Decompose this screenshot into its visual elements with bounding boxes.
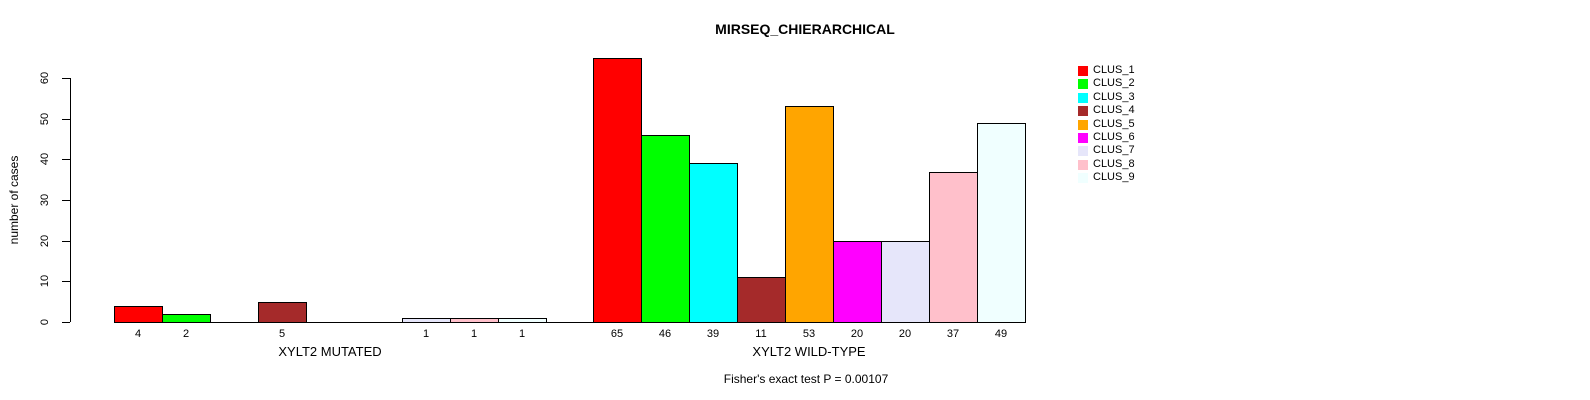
legend-label: CLUS_1	[1093, 64, 1135, 76]
y-axis-tick	[62, 159, 70, 161]
y-axis-tick	[62, 200, 70, 201]
legend-swatch-clus-7	[1078, 146, 1088, 156]
bar-value-label: 20	[898, 328, 912, 340]
bar-xylt2-mutated-clus-2	[162, 314, 211, 323]
y-axis-tick	[62, 322, 70, 323]
bar-value-label: 53	[802, 328, 816, 340]
bar-xylt2-wild-type-clus-5	[785, 106, 834, 323]
y-axis-line	[70, 78, 71, 322]
legend-swatch-clus-5	[1078, 120, 1088, 130]
legend-label: CLUS_8	[1093, 158, 1135, 170]
legend-swatch-clus-6	[1078, 133, 1088, 143]
bar-xylt2-wild-type-clus-9	[977, 123, 1026, 323]
bar-xylt2-wild-type-clus-3	[689, 163, 738, 323]
legend-swatch-clus-1	[1078, 66, 1088, 76]
group-label-xylt2-wild-type: XYLT2 WILD-TYPE	[752, 344, 866, 359]
y-axis-tick-label: 40	[39, 153, 51, 166]
bar-value-label: 5	[278, 328, 286, 340]
bar-value-label: 1	[518, 328, 526, 340]
legend-label: CLUS_3	[1093, 91, 1135, 103]
bar-xylt2-mutated-clus-7	[402, 318, 451, 323]
legend-swatch-clus-4	[1078, 106, 1088, 116]
bar-xylt2-wild-type-clus-8	[929, 172, 978, 323]
bar-xylt2-mutated-clus-8	[450, 318, 499, 323]
legend-swatch-clus-9	[1078, 173, 1088, 183]
bar-xylt2-mutated-clus-4	[258, 302, 307, 323]
legend-swatch-clus-8	[1078, 160, 1088, 170]
y-axis-tick	[62, 118, 70, 120]
bar-xylt2-wild-type-clus-6	[833, 241, 882, 323]
legend-label: CLUS_6	[1093, 131, 1135, 143]
bar-value-label: 4	[134, 328, 142, 340]
bar-value-label: 46	[658, 328, 672, 340]
y-axis-tick	[62, 78, 70, 79]
bar-xylt2-wild-type-clus-7	[881, 241, 930, 323]
y-axis-tick-label: 20	[39, 234, 51, 247]
bar-value-label: 11	[755, 328, 767, 340]
legend-label: CLUS_9	[1093, 171, 1135, 183]
y-axis-tick-label: 0	[39, 318, 51, 326]
y-axis-tick-label: 10	[39, 275, 51, 288]
bar-value-label: 2	[182, 328, 190, 340]
bar-value-label: 20	[850, 328, 864, 340]
bar-xylt2-mutated-clus-9	[498, 318, 547, 323]
bar-xylt2-wild-type-clus-1	[593, 58, 642, 323]
fisher-test-note: Fisher's exact test P = 0.00107	[723, 372, 889, 386]
y-axis-tick	[62, 281, 70, 283]
y-axis-title: number of cases	[7, 155, 21, 245]
bar-xylt2-wild-type-clus-2	[641, 135, 690, 323]
legend-swatch-clus-2	[1078, 79, 1088, 89]
bar-value-label: 1	[422, 328, 430, 340]
bar-value-label: 37	[946, 328, 960, 340]
legend-label: CLUS_2	[1093, 77, 1135, 89]
chart-title: MIRSEQ_CHIERARCHICAL	[715, 21, 895, 37]
bar-xylt2-mutated-clus-1	[114, 306, 163, 323]
bar-value-label: 49	[994, 328, 1008, 340]
bar-xylt2-wild-type-clus-4	[737, 277, 786, 323]
legend-label: CLUS_5	[1093, 118, 1135, 130]
y-axis-tick	[62, 240, 70, 242]
bar-value-label: 65	[610, 328, 624, 340]
group-label-xylt2-mutated: XYLT2 MUTATED	[278, 344, 382, 359]
x-axis-baseline	[114, 322, 1026, 323]
bar-value-label: 1	[470, 328, 478, 340]
legend-label: CLUS_4	[1093, 104, 1135, 116]
legend-label: CLUS_7	[1093, 144, 1135, 156]
y-axis-tick-label: 60	[39, 71, 51, 85]
legend-swatch-clus-3	[1078, 93, 1088, 103]
y-axis-tick-label: 50	[39, 112, 51, 125]
bar-value-label: 39	[706, 328, 720, 340]
y-axis-tick-label: 30	[39, 193, 51, 207]
